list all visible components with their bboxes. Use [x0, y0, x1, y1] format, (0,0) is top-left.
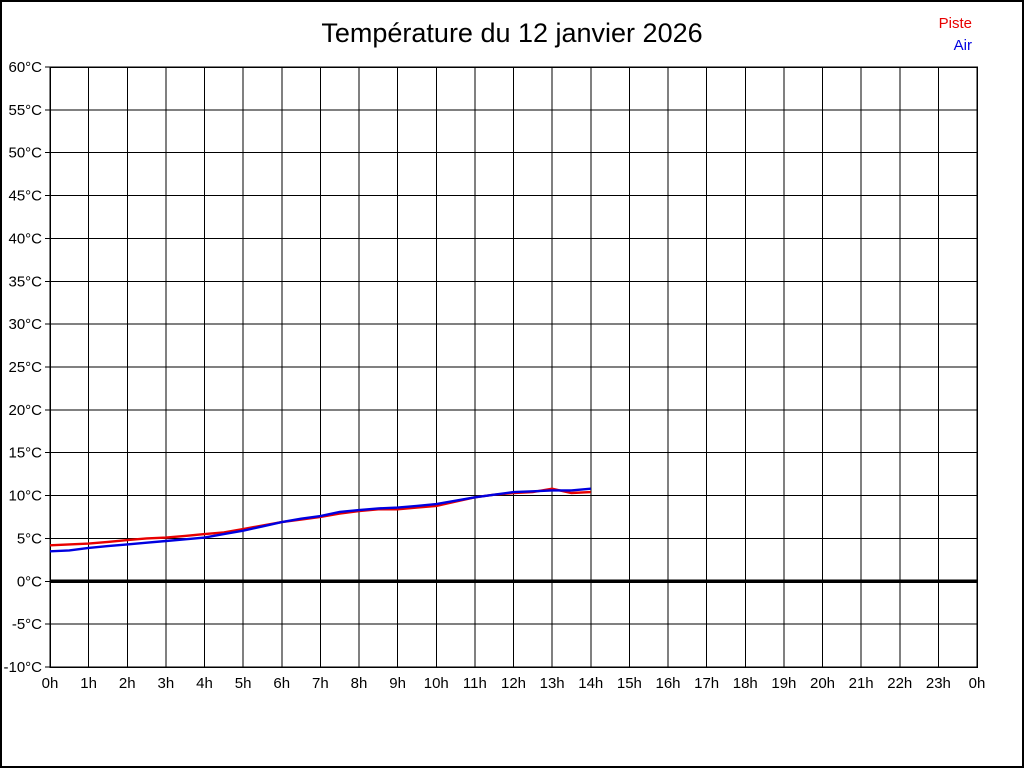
y-tick-label: 10°C [8, 488, 42, 505]
x-tick-label: 13h [540, 675, 565, 692]
y-tick-label: 20°C [8, 402, 42, 419]
x-tick-label: 11h [463, 675, 487, 692]
x-tick-label: 0h [969, 675, 986, 692]
y-tick-label: -10°C [3, 659, 42, 676]
grid-lines [45, 66, 978, 668]
y-tick-label: 5°C [17, 530, 42, 547]
x-tick-label: 10h [424, 675, 449, 692]
y-axis-labels: -10°C -5°C 0°C 5°C 10°C 15°C 20°C 25°C 30°C 35°C 4… [3, 59, 42, 676]
x-tick-label: 21h [849, 675, 874, 692]
y-tick-label: 25°C [8, 359, 42, 376]
y-tick-label: 55°C [8, 102, 42, 119]
legend-item-piste: Piste [938, 15, 972, 32]
x-tick-label: 23h [926, 675, 951, 692]
x-tick-label: 8h [351, 675, 368, 692]
x-tick-label: 15h [617, 675, 642, 692]
x-tick-label: 14h [578, 675, 603, 692]
x-tick-label: 5h [235, 675, 252, 692]
plot-border [49, 66, 978, 668]
x-tick-label: 3h [158, 675, 175, 692]
x-tick-label: 18h [733, 675, 758, 692]
x-tick-label: 19h [771, 675, 796, 692]
x-tick-label: 1h [80, 675, 97, 692]
y-tick-label: 0°C [17, 573, 42, 590]
chart-title: Température du 12 janvier 2026 [321, 18, 703, 48]
x-tick-label: 0h [42, 675, 59, 692]
y-tick-label: 60°C [8, 59, 42, 76]
y-tick-label: 35°C [8, 273, 42, 290]
x-tick-label: 4h [196, 675, 213, 692]
x-tick-label: 6h [273, 675, 290, 692]
series-line-air [49, 487, 591, 553]
y-tick-label: 45°C [8, 188, 42, 205]
x-tick-label: 16h [655, 675, 680, 692]
y-tick-label: 30°C [8, 316, 42, 333]
legend: Piste Air [939, 13, 972, 57]
x-tick-label: 9h [389, 675, 406, 692]
y-tick-label: 15°C [8, 445, 42, 462]
y-tick-label: -5°C [12, 616, 42, 633]
y-tick-label: 40°C [8, 230, 42, 247]
x-tick-label: 7h [312, 675, 329, 692]
x-tick-label: 22h [887, 675, 912, 692]
x-axis-labels: 0h 1h 2h 3h 4h 5h 6h 7h 8h 9h 10h 11h 12h 13h 14h 15h 16… [42, 675, 986, 692]
x-tick-label: 17h [694, 675, 719, 692]
x-tick-label: 20h [810, 675, 835, 692]
x-tick-label: 12h [501, 675, 526, 692]
legend-item-air: Air [953, 37, 972, 54]
x-tick-label: 2h [119, 675, 136, 692]
y-tick-label: 50°C [8, 145, 42, 162]
